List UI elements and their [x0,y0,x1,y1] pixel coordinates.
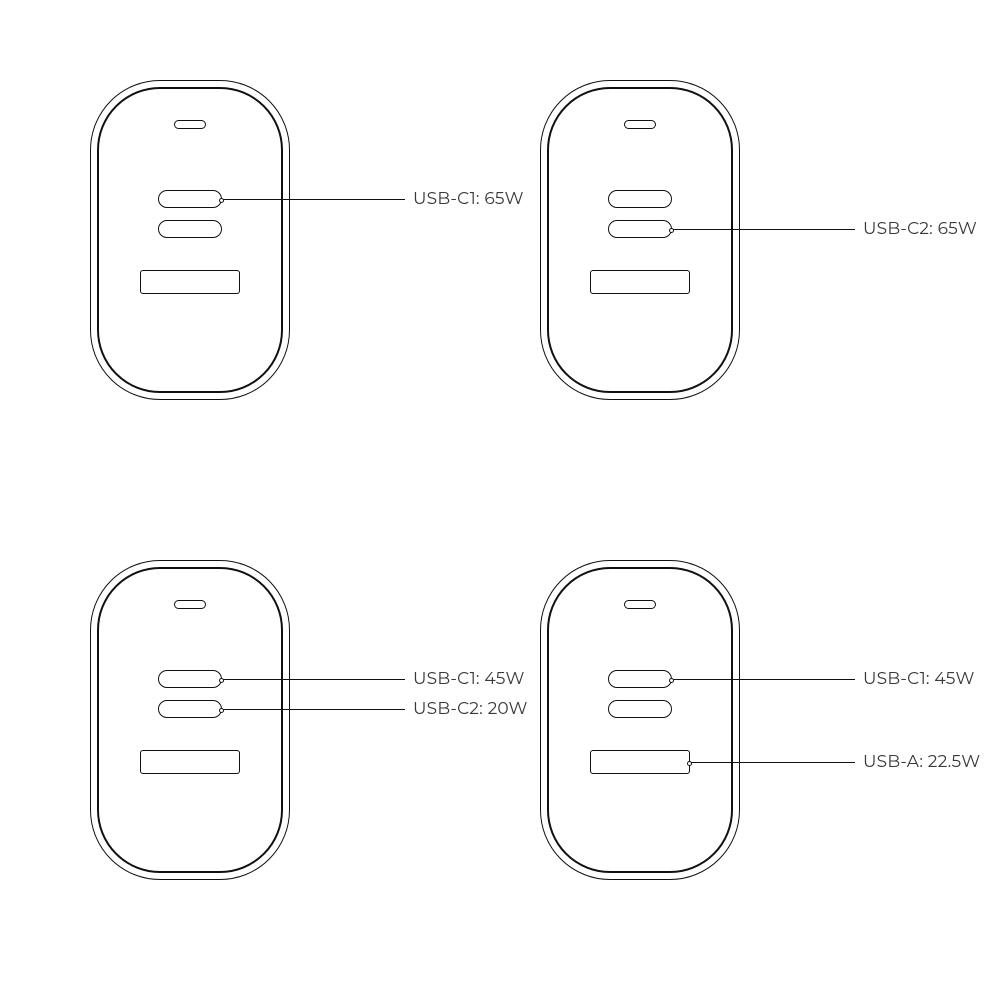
callout-lead [220,199,405,200]
led-indicator [174,600,206,609]
callout-label: USB-C2: 65W [863,219,977,239]
port-usb-c1 [158,190,222,208]
port-usb-a [140,750,240,774]
diagram-canvas: USB-C1: 65W USB-C2: 65W USB-C1: 45W USB-… [0,0,1000,1000]
charger-bottom-right: USB-C1: 45W USB-A: 22.5W [540,560,740,880]
port-usb-c2 [158,220,222,238]
charger-inner-shell [547,567,733,873]
port-usb-c1 [608,670,672,688]
port-usb-a [590,750,690,774]
callout-lead [670,679,855,680]
port-usb-c2 [608,700,672,718]
callout-lead [670,229,855,230]
charger-top-right: USB-C2: 65W [540,80,740,400]
charger-inner-shell [97,87,283,393]
led-indicator [624,600,656,609]
port-usb-c1 [608,190,672,208]
callout-label: USB-C1: 45W [413,669,525,689]
charger-inner-shell [547,87,733,393]
callout-lead [220,709,405,710]
charger-bottom-left: USB-C1: 45W USB-C2: 20W [90,560,290,880]
charger-top-left: USB-C1: 65W [90,80,290,400]
led-indicator [174,120,206,129]
port-usb-c1 [158,670,222,688]
callout-label: USB-C2: 20W [413,699,528,719]
port-usb-c2 [608,220,672,238]
callout-label: USB-C1: 45W [863,669,975,689]
port-usb-a [590,270,690,294]
callout-lead [688,762,855,763]
port-usb-a [140,270,240,294]
callout-lead [220,679,405,680]
callout-label: USB-C1: 65W [413,189,524,209]
charger-inner-shell [97,567,283,873]
port-usb-c2 [158,700,222,718]
callout-label: USB-A: 22.5W [863,752,980,772]
led-indicator [624,120,656,129]
